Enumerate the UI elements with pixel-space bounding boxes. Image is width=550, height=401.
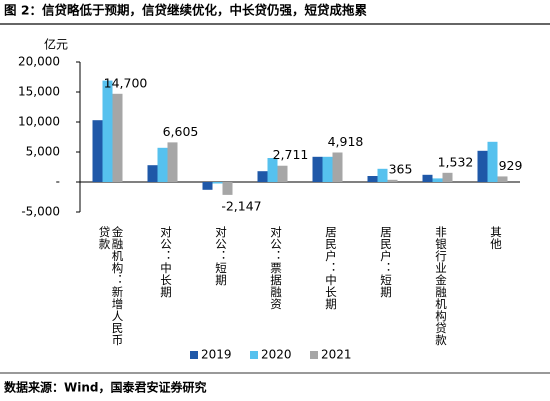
bar — [387, 179, 398, 182]
data-label: 4,918 — [328, 134, 364, 149]
x-tick-label: 居民户：中长期 — [324, 226, 338, 310]
x-tick-label: 非银行业金融机构贷款 — [434, 226, 448, 346]
bar — [487, 141, 498, 182]
y-axis-label: 亿元 — [44, 37, 68, 52]
bar — [147, 165, 158, 182]
data-label: 2,711 — [273, 147, 309, 162]
legend-swatch — [250, 351, 258, 359]
data-label: 365 — [389, 161, 413, 176]
bar — [422, 174, 433, 182]
x-tick-label: 对公：短期 — [214, 226, 228, 286]
bar — [367, 176, 378, 182]
legend-swatch — [190, 351, 198, 359]
data-label: -2,147 — [221, 198, 261, 213]
bar — [212, 182, 223, 184]
y-tick-label: - — [56, 175, 60, 189]
bar — [167, 142, 178, 182]
bar — [257, 171, 268, 182]
data-label: 14,700 — [104, 75, 148, 90]
bar — [332, 152, 343, 182]
bar — [322, 156, 333, 182]
y-tick-label: 15,000 — [18, 85, 60, 99]
data-label: 929 — [499, 158, 523, 173]
x-tick-label: 居民户：短期 — [379, 226, 393, 298]
bar — [432, 178, 443, 182]
y-tick-label: -5,000 — [21, 205, 60, 219]
bar — [377, 168, 388, 182]
y-tick-label: 5,000 — [26, 145, 60, 159]
bar — [157, 147, 168, 182]
x-tick-label: 对公：票据融资 — [269, 226, 283, 310]
bar — [222, 182, 233, 195]
legend-label: 2020 — [261, 348, 292, 362]
bar — [277, 165, 288, 182]
bar — [202, 182, 213, 190]
bar — [477, 150, 488, 182]
bar — [442, 172, 453, 182]
bar — [267, 158, 278, 182]
chart-title: 图 2：信贷略低于预期，信贷继续优化，中长贷仍强，短贷成拖累 — [4, 3, 368, 18]
x-tick-label: 金融机构：新增人民币贷款 — [97, 226, 125, 346]
bar — [312, 156, 323, 182]
legend-label: 2021 — [321, 348, 352, 362]
data-label: 6,605 — [163, 124, 199, 139]
bar — [102, 80, 113, 182]
data-label: 1,532 — [438, 154, 474, 169]
x-tick-label: 对公：中长期 — [159, 226, 173, 298]
legend-label: 2019 — [201, 348, 232, 362]
bar — [497, 176, 508, 182]
bar — [112, 93, 123, 182]
y-tick-label: 20,000 — [18, 55, 60, 69]
legend-swatch — [310, 351, 318, 359]
bar — [92, 120, 103, 182]
y-tick-label: 10,000 — [18, 115, 60, 129]
x-tick-label: 其他 — [489, 226, 503, 250]
source: 数据来源：Wind，国泰君安证券研究 — [4, 380, 206, 395]
